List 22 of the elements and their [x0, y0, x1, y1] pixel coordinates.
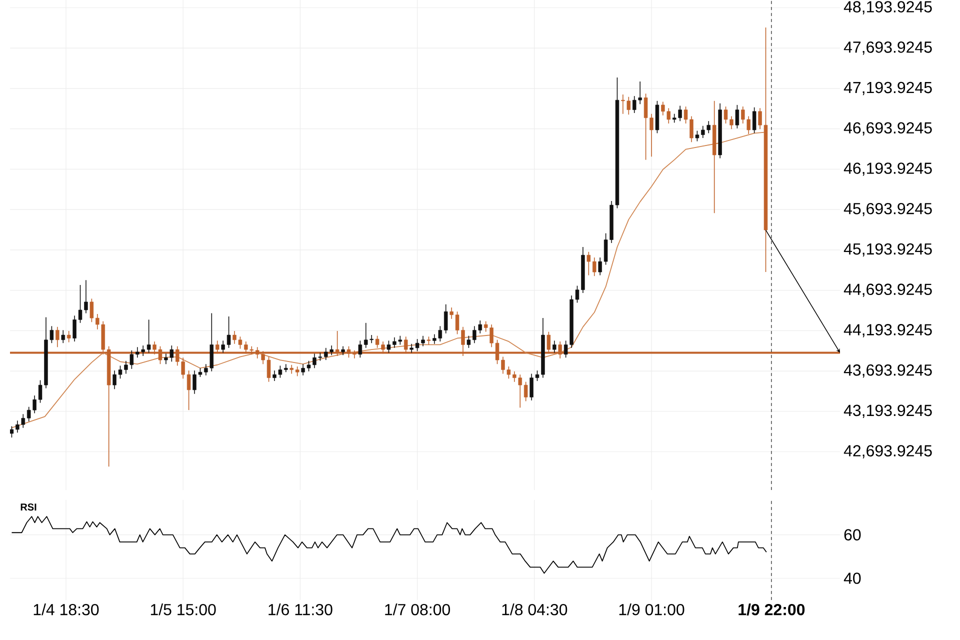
y-tick-label: 45,693.9245 — [844, 202, 932, 216]
x-tick-label: 1/6 11:30 — [268, 604, 332, 616]
y-tick-label: 44,193.9245 — [844, 324, 932, 338]
x-tick-label: 1/4 18:30 — [34, 604, 99, 616]
chart-title: RSI — [20, 504, 36, 511]
x-tick-label: 1/8 04:30 — [502, 604, 568, 616]
y-tick-label: 46,193.9245 — [844, 162, 932, 176]
y-tick-label: 60 — [844, 529, 861, 540]
y-tick-label: 47,193.9245 — [844, 82, 932, 96]
y-tick-label: 42,693.9245 — [844, 445, 932, 458]
y-tick-label: 45,193.9245 — [844, 243, 932, 257]
x-tick-label: 1/9 01:00 — [619, 604, 684, 616]
x-tick-label: 1/5 15:00 — [150, 604, 216, 616]
y-tick-label: 44,693.9245 — [844, 284, 932, 297]
x-tick-label: 1/9 22:00 — [738, 604, 805, 616]
y-tick-label: 47,693.9245 — [844, 42, 932, 55]
y-tick-label: 43,693.9245 — [844, 364, 932, 378]
y-tick-label: 40 — [844, 572, 861, 584]
y-tick-label: 48,193.9245 — [844, 1, 932, 14]
y-tick-label: 46,693.9245 — [844, 122, 932, 136]
x-tick-label: 1/7 08:00 — [385, 604, 450, 616]
y-tick-label: 43,193.9245 — [844, 404, 932, 418]
